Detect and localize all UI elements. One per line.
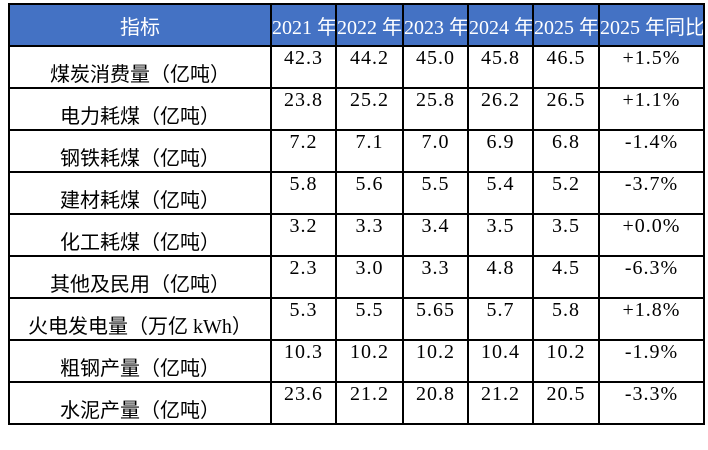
yoy-cell: -1.9%	[598, 339, 705, 383]
value-cell: 5.7	[467, 297, 534, 341]
value-cell: 5.5	[335, 297, 404, 341]
value-cell: 7.1	[335, 129, 404, 173]
yoy-cell: +1.5%	[598, 45, 705, 89]
row-label: 粗钢产量（亿吨）	[8, 339, 272, 383]
value-cell: 5.5	[402, 171, 469, 215]
table-row-building-material-coal: 建材耗煤（亿吨） 5.8 5.6 5.5 5.4 5.2 -3.7%	[8, 171, 705, 215]
value-cell: 3.5	[467, 213, 534, 257]
yoy-column-header: 2025 年同比	[598, 3, 705, 47]
row-label: 化工耗煤（亿吨）	[8, 213, 272, 257]
row-label: 电力耗煤（亿吨）	[8, 87, 272, 131]
table-row-cement-output: 水泥产量（亿吨） 23.6 21.2 20.8 21.2 20.5 -3.3%	[8, 381, 705, 425]
value-cell: 3.4	[402, 213, 469, 257]
value-cell: 20.8	[402, 381, 469, 425]
value-cell: 4.5	[532, 255, 600, 299]
value-cell: 3.2	[270, 213, 337, 257]
indicator-data-table: 指标 2021 年 2022 年 2023 年 2024 年 2025 年 20…	[8, 3, 705, 425]
table-row-crude-steel-output: 粗钢产量（亿吨） 10.3 10.2 10.2 10.4 10.2 -1.9%	[8, 339, 705, 383]
value-cell: 26.5	[532, 87, 600, 131]
value-cell: 23.8	[270, 87, 337, 131]
value-cell: 5.3	[270, 297, 337, 341]
value-cell: 2.3	[270, 255, 337, 299]
value-cell: 7.2	[270, 129, 337, 173]
row-label: 建材耗煤（亿吨）	[8, 171, 272, 215]
value-cell: 42.3	[270, 45, 337, 89]
indicator-column-header: 指标	[8, 3, 272, 47]
year-2025-column-header: 2025 年	[532, 3, 600, 47]
value-cell: 5.2	[532, 171, 600, 215]
value-cell: 46.5	[532, 45, 600, 89]
value-cell: 25.8	[402, 87, 469, 131]
value-cell: 3.3	[335, 213, 404, 257]
row-label: 其他及民用（亿吨）	[8, 255, 272, 299]
value-cell: 7.0	[402, 129, 469, 173]
value-cell: 23.6	[270, 381, 337, 425]
value-cell: 5.4	[467, 171, 534, 215]
year-2024-column-header: 2024 年	[467, 3, 534, 47]
table-row-other-residential: 其他及民用（亿吨） 2.3 3.0 3.3 4.8 4.5 -6.3%	[8, 255, 705, 299]
yoy-cell: -6.3%	[598, 255, 705, 299]
row-label: 煤炭消费量（亿吨）	[8, 45, 272, 89]
year-2023-column-header: 2023 年	[402, 3, 469, 47]
value-cell: 4.8	[467, 255, 534, 299]
yoy-cell: -1.4%	[598, 129, 705, 173]
value-cell: 25.2	[335, 87, 404, 131]
yoy-cell: +0.0%	[598, 213, 705, 257]
value-cell: 21.2	[335, 381, 404, 425]
value-cell: 45.0	[402, 45, 469, 89]
value-cell: 5.8	[270, 171, 337, 215]
value-cell: 10.4	[467, 339, 534, 383]
value-cell: 45.8	[467, 45, 534, 89]
value-cell: 6.9	[467, 129, 534, 173]
value-cell: 20.5	[532, 381, 600, 425]
row-label: 钢铁耗煤（亿吨）	[8, 129, 272, 173]
row-label: 水泥产量（亿吨）	[8, 381, 272, 425]
value-cell: 6.8	[532, 129, 600, 173]
yoy-cell: +1.8%	[598, 297, 705, 341]
value-cell: 10.2	[532, 339, 600, 383]
table-row-coal-consumption: 煤炭消费量（亿吨） 42.3 44.2 45.0 45.8 46.5 +1.5%	[8, 45, 705, 89]
year-2022-column-header: 2022 年	[335, 3, 404, 47]
value-cell: 5.65	[402, 297, 469, 341]
value-cell: 3.0	[335, 255, 404, 299]
value-cell: 10.3	[270, 339, 337, 383]
row-label: 火电发电量（万亿 kWh）	[8, 297, 272, 341]
yoy-cell: -3.3%	[598, 381, 705, 425]
year-2021-column-header: 2021 年	[270, 3, 337, 47]
value-cell: 21.2	[467, 381, 534, 425]
value-cell: 5.6	[335, 171, 404, 215]
value-cell: 5.8	[532, 297, 600, 341]
value-cell: 44.2	[335, 45, 404, 89]
value-cell: 10.2	[335, 339, 404, 383]
table-header-row: 指标 2021 年 2022 年 2023 年 2024 年 2025 年 20…	[8, 3, 705, 47]
value-cell: 3.5	[532, 213, 600, 257]
value-cell: 26.2	[467, 87, 534, 131]
value-cell: 3.3	[402, 255, 469, 299]
value-cell: 10.2	[402, 339, 469, 383]
yoy-cell: +1.1%	[598, 87, 705, 131]
table-row-power-coal: 电力耗煤（亿吨） 23.8 25.2 25.8 26.2 26.5 +1.1%	[8, 87, 705, 131]
table-row-thermal-power-generation: 火电发电量（万亿 kWh） 5.3 5.5 5.65 5.7 5.8 +1.8%	[8, 297, 705, 341]
table-row-chemical-coal: 化工耗煤（亿吨） 3.2 3.3 3.4 3.5 3.5 +0.0%	[8, 213, 705, 257]
table-row-steel-coal: 钢铁耗煤（亿吨） 7.2 7.1 7.0 6.9 6.8 -1.4%	[8, 129, 705, 173]
yoy-cell: -3.7%	[598, 171, 705, 215]
